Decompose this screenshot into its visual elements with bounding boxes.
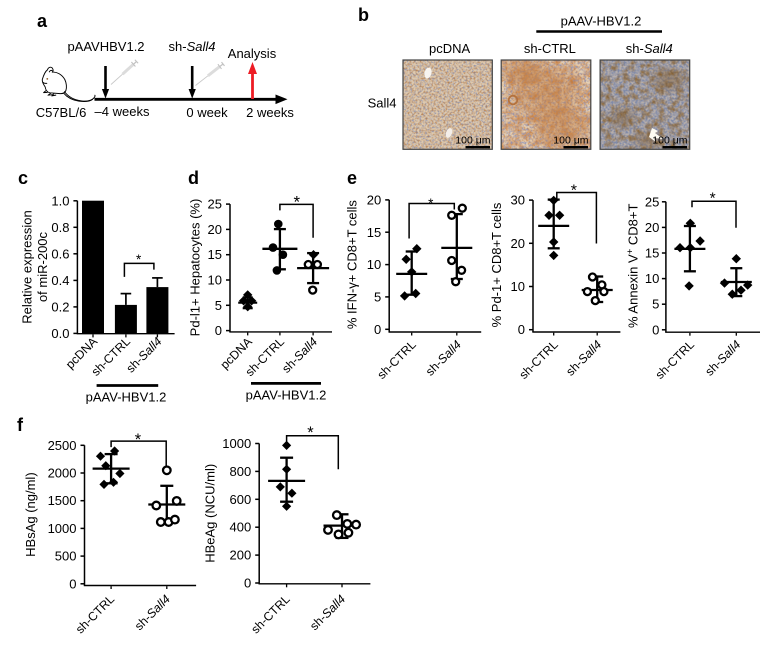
svg-text:10: 10 — [208, 273, 222, 288]
svg-text:20: 20 — [208, 222, 222, 237]
svg-text:400: 400 — [229, 520, 251, 535]
svg-text:% Pd-1+ CD8+T cells: % Pd-1+ CD8+T cells — [489, 202, 504, 327]
svg-text:e: e — [347, 168, 357, 188]
svg-text:of miR-200c: of miR-200c — [35, 231, 50, 302]
svg-text:2000: 2000 — [48, 466, 77, 481]
svg-text:10: 10 — [645, 271, 659, 286]
svg-text:–4 weeks: –4 weeks — [95, 104, 150, 119]
svg-text:sh-Sall4: sh-Sall4 — [169, 39, 216, 54]
svg-text:HBeAg (NCU/ml): HBeAg (NCU/ml) — [203, 464, 218, 563]
svg-text:100 μm: 100 μm — [553, 135, 588, 147]
svg-text:10: 10 — [511, 279, 525, 294]
svg-text:d: d — [188, 168, 199, 188]
svg-text:*: * — [710, 191, 716, 208]
svg-text:pAAVHBV1.2: pAAVHBV1.2 — [67, 39, 144, 54]
svg-text:100 μm: 100 μm — [652, 135, 687, 147]
svg-text:500: 500 — [55, 549, 77, 564]
svg-text:0 week: 0 week — [186, 105, 228, 120]
svg-text:Sall4: Sall4 — [368, 96, 397, 111]
svg-text:*: * — [135, 431, 142, 449]
svg-text:1.0: 1.0 — [51, 193, 69, 208]
svg-text:% IFN-γ+ CD8+T cells: % IFN-γ+ CD8+T cells — [345, 200, 360, 330]
svg-text:25: 25 — [208, 197, 222, 212]
svg-text:5: 5 — [215, 298, 222, 313]
svg-text:0.4: 0.4 — [51, 273, 69, 288]
svg-text:30: 30 — [511, 193, 525, 208]
svg-text:15: 15 — [208, 247, 222, 262]
svg-text:1000: 1000 — [222, 436, 251, 451]
svg-text:0: 0 — [652, 322, 659, 337]
svg-text:200: 200 — [229, 548, 251, 563]
svg-text:0: 0 — [518, 322, 525, 337]
svg-text:*: * — [307, 424, 314, 442]
svg-text:600: 600 — [229, 492, 251, 507]
svg-text:C57BL/6: C57BL/6 — [36, 105, 87, 120]
svg-text:HBsAg (ng/ml): HBsAg (ng/ml) — [23, 472, 38, 557]
svg-text:20: 20 — [511, 236, 525, 251]
svg-text:sh-Sall4: sh-Sall4 — [626, 41, 673, 56]
svg-text:5: 5 — [374, 289, 381, 304]
svg-text:Relative expression: Relative expression — [20, 210, 35, 323]
svg-text:20: 20 — [645, 220, 659, 235]
svg-text:2 weeks: 2 weeks — [246, 105, 294, 120]
svg-text:5: 5 — [652, 297, 659, 312]
svg-text:25: 25 — [645, 194, 659, 209]
svg-text:pcDNA: pcDNA — [429, 41, 471, 56]
svg-text:800: 800 — [229, 464, 251, 479]
svg-text:sh-CTRL: sh-CTRL — [524, 41, 576, 56]
svg-text:15: 15 — [645, 246, 659, 261]
svg-text:pAAV-HBV1.2: pAAV-HBV1.2 — [561, 13, 642, 28]
svg-text:0.2: 0.2 — [51, 299, 69, 314]
svg-text:0: 0 — [244, 576, 251, 591]
svg-text:c: c — [18, 168, 28, 188]
svg-text:100 μm: 100 μm — [455, 135, 490, 147]
svg-text:1000: 1000 — [48, 521, 77, 536]
svg-text:0: 0 — [215, 323, 222, 338]
svg-text:0: 0 — [69, 576, 76, 591]
svg-text:Pd-l1+ Hepatocytes (%): Pd-l1+ Hepatocytes (%) — [188, 199, 203, 337]
svg-text:20: 20 — [367, 192, 381, 207]
svg-text:10: 10 — [367, 257, 381, 272]
svg-text:pAAV-HBV1.2: pAAV-HBV1.2 — [246, 388, 327, 403]
svg-text:*: * — [428, 196, 434, 211]
svg-text:0: 0 — [374, 322, 381, 337]
svg-text:*: * — [136, 252, 142, 267]
svg-text:a: a — [37, 11, 48, 31]
svg-text:*: * — [571, 182, 577, 199]
svg-text:2500: 2500 — [48, 438, 77, 453]
svg-text:% Annexin V+ CD8+T: % Annexin V+ CD8+T — [625, 204, 641, 328]
svg-text:b: b — [358, 5, 369, 25]
svg-text:0.6: 0.6 — [51, 246, 69, 261]
svg-text:f: f — [17, 415, 24, 435]
svg-text:15: 15 — [367, 225, 381, 240]
svg-text:0.0: 0.0 — [51, 326, 69, 341]
svg-text:1500: 1500 — [48, 493, 77, 508]
svg-text:0.8: 0.8 — [51, 220, 69, 235]
svg-text:Analysis: Analysis — [228, 46, 277, 61]
svg-text:pAAV-HBV1.2: pAAV-HBV1.2 — [86, 390, 167, 405]
svg-text:*: * — [293, 192, 300, 211]
